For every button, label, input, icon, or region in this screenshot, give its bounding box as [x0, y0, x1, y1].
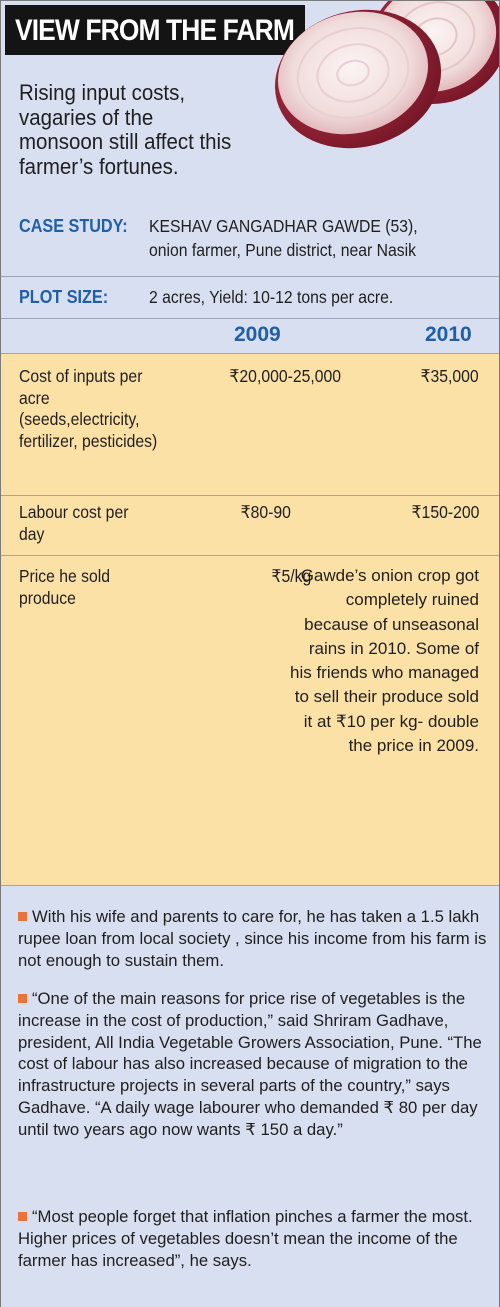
year-2009-header: 2009 — [234, 323, 281, 346]
table-row: Price he sold produce ₹5/kg Gawde’s onio… — [1, 555, 499, 885]
price-2009-value: ₹5/kg — [271, 566, 311, 586]
bullet-square-icon — [18, 912, 27, 921]
note-item: “Most people forget that inflation pinch… — [18, 1206, 488, 1271]
plot-size-value: 2 acres, Yield: 10-12 tons per acre. — [149, 287, 394, 307]
row-label-price: Price he sold produce — [19, 566, 111, 608]
labour-2010-value: ₹150-200 — [411, 502, 479, 522]
bullet-square-icon — [18, 1212, 27, 1221]
year-2010-header: 2010 — [425, 323, 472, 346]
table-header: 2009 2010 — [1, 318, 499, 353]
case-study-row: CASE STUDY: KESHAV GANGADHAR GAWDE (53),… — [1, 206, 499, 276]
row-label-labour: Labour cost per day — [19, 502, 129, 544]
bullet-square-icon — [18, 994, 27, 1003]
note-text: “One of the main reasons for price rise … — [18, 989, 482, 1139]
inputs-2009-value: ₹20,000-25,000 — [229, 366, 341, 386]
note-item: “One of the main reasons for price rise … — [18, 988, 488, 1141]
inputs-2010-value: ₹35,000 — [420, 366, 479, 386]
onion-illustration — [263, 1, 499, 151]
case-study-description: onion farmer, Pune district, near Nasik — [149, 240, 417, 260]
table-row: Cost of inputs per acre (seeds,electrici… — [1, 353, 499, 495]
page-title: VIEW FROM THE FARM — [15, 14, 295, 47]
case-study-label: CASE STUDY: — [19, 216, 128, 236]
notes-section: With his wife and parents to care for, h… — [1, 885, 499, 1307]
plot-size-row: PLOT SIZE: 2 acres, Yield: 10-12 tons pe… — [1, 276, 499, 318]
title-bar: VIEW FROM THE FARM — [5, 5, 305, 55]
row-label-inputs: Cost of inputs per acre (seeds,electrici… — [19, 366, 158, 451]
price-2010-note: Gawde’s onion crop got completely ruined… — [289, 566, 479, 756]
intro-text: Rising input costs, vagaries of the mons… — [19, 80, 232, 179]
table-row: Labour cost per day ₹80-90 ₹150-200 — [1, 495, 499, 555]
labour-2009-value: ₹80-90 — [240, 502, 291, 522]
note-text: With his wife and parents to care for, h… — [18, 907, 487, 970]
case-study-name: KESHAV GANGADHAR GAWDE (53), — [149, 216, 418, 236]
header-section: VIEW FROM THE FARM — [1, 1, 499, 206]
note-item: With his wife and parents to care for, h… — [18, 906, 488, 971]
plot-size-label: PLOT SIZE: — [19, 287, 109, 307]
note-text: “Most people forget that inflation pinch… — [18, 1207, 473, 1270]
